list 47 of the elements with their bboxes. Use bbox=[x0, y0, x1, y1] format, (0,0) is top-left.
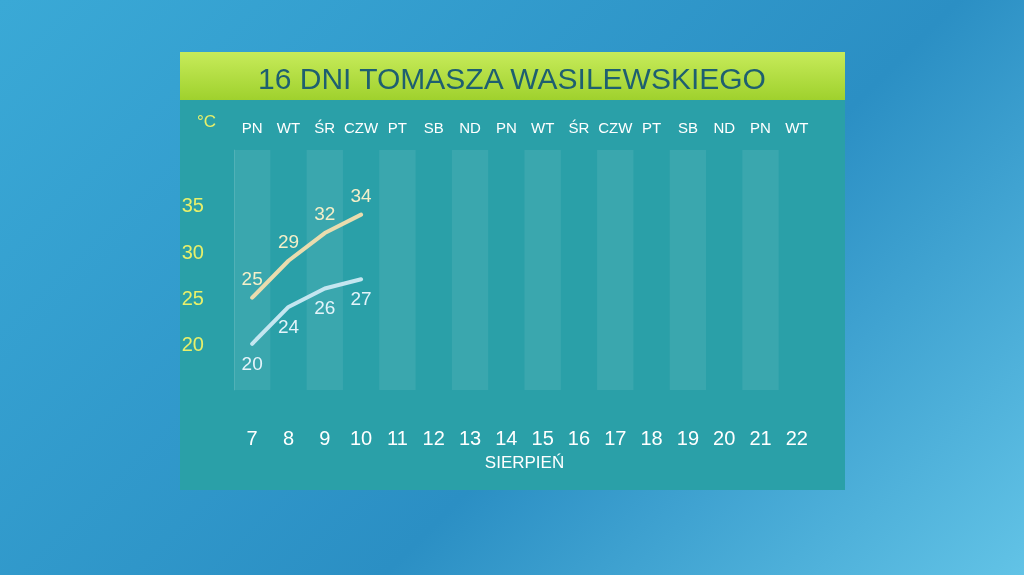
x-tick-label: 14 bbox=[495, 427, 518, 449]
data-label: 32 bbox=[314, 203, 336, 225]
data-label: 26 bbox=[314, 297, 336, 319]
text: SB bbox=[423, 119, 444, 136]
x-tick-label: 19 bbox=[676, 427, 700, 449]
x-tick-label: 21 bbox=[749, 427, 772, 449]
text: PN bbox=[750, 119, 771, 136]
x-tick-label: 16 bbox=[567, 427, 591, 449]
x-tick-label: 10 bbox=[349, 427, 373, 449]
y-tick-label: 20 bbox=[181, 332, 204, 355]
x-tick-label: 17 bbox=[604, 427, 627, 449]
x-tick-label: 20 bbox=[713, 427, 736, 449]
text: ŚR bbox=[314, 119, 336, 136]
text: PN bbox=[495, 119, 517, 136]
chart-title: 16 DNI TOMASZA WASILEWSKIEGO bbox=[258, 61, 766, 95]
data-label: 25 bbox=[241, 267, 263, 289]
text: WT bbox=[530, 119, 555, 136]
text: ŚR bbox=[568, 119, 590, 136]
text: CZW bbox=[344, 119, 380, 136]
data-label: 34 bbox=[350, 184, 373, 206]
y-axis-title: °C bbox=[196, 112, 216, 131]
data-label: 27 bbox=[350, 288, 372, 310]
x-tick-label: 22 bbox=[785, 427, 808, 449]
x-tick-label: 7 bbox=[246, 427, 258, 449]
y-tick-label: 25 bbox=[181, 286, 204, 309]
text: ND bbox=[713, 119, 736, 136]
data-label: 29 bbox=[277, 230, 300, 252]
data-label: 20 bbox=[241, 352, 263, 374]
x-tick-label: 11 bbox=[387, 427, 408, 449]
text: PN bbox=[241, 119, 263, 136]
x-tick-label: 13 bbox=[458, 427, 482, 449]
text: PT bbox=[387, 119, 407, 136]
x-tick-label: 9 bbox=[319, 427, 331, 449]
text: WT bbox=[276, 119, 301, 136]
x-tick-label: 15 bbox=[531, 427, 554, 449]
text: ND bbox=[459, 119, 482, 136]
data-label: 24 bbox=[277, 315, 300, 337]
y-tick-label: 30 bbox=[181, 240, 204, 263]
x-axis-title: SIERPIEŃ bbox=[484, 453, 565, 472]
y-tick-label: 35 bbox=[181, 194, 204, 217]
x-tick-label: 18 bbox=[640, 427, 663, 449]
text: CZW bbox=[598, 119, 634, 136]
text: WT bbox=[785, 119, 809, 136]
x-tick-label: 8 bbox=[282, 427, 295, 449]
text: PT bbox=[642, 119, 662, 136]
x-tick-label: 12 bbox=[422, 427, 445, 449]
text: SB bbox=[677, 119, 698, 136]
